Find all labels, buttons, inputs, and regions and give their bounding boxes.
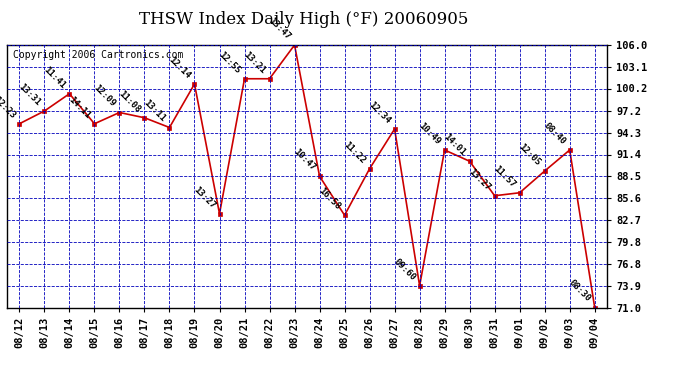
Text: 11:57: 11:57: [492, 164, 518, 189]
Text: 13:47: 13:47: [266, 16, 292, 41]
Text: 10:49: 10:49: [417, 121, 442, 146]
Text: 14:11: 14:11: [66, 94, 92, 120]
Text: 09:60: 09:60: [392, 256, 417, 282]
Text: 08:40: 08:40: [542, 121, 567, 146]
Text: 16:58: 16:58: [317, 186, 342, 211]
Text: 13:21: 13:21: [241, 50, 267, 75]
Text: 10:47: 10:47: [292, 147, 317, 172]
Text: 08:30: 08:30: [566, 278, 592, 304]
Text: Copyright 2006 Cartronics.com: Copyright 2006 Cartronics.com: [13, 50, 184, 60]
Text: 11:08: 11:08: [117, 88, 142, 114]
Text: 13:31: 13:31: [17, 82, 42, 107]
Text: 13:27: 13:27: [466, 166, 492, 192]
Text: 12:14: 12:14: [166, 55, 192, 80]
Text: 13:11: 13:11: [141, 98, 167, 124]
Text: 13:27: 13:27: [192, 184, 217, 210]
Text: 12:05: 12:05: [517, 142, 542, 167]
Text: 12:23: 12:23: [0, 94, 17, 120]
Text: 12:55: 12:55: [217, 50, 242, 75]
Text: 11:41: 11:41: [41, 64, 67, 90]
Text: 14:01: 14:01: [442, 132, 467, 158]
Text: 12:34: 12:34: [366, 100, 392, 125]
Text: 12:09: 12:09: [92, 83, 117, 109]
Text: THSW Index Daily High (°F) 20060905: THSW Index Daily High (°F) 20060905: [139, 11, 469, 28]
Text: 11:22: 11:22: [342, 140, 367, 165]
